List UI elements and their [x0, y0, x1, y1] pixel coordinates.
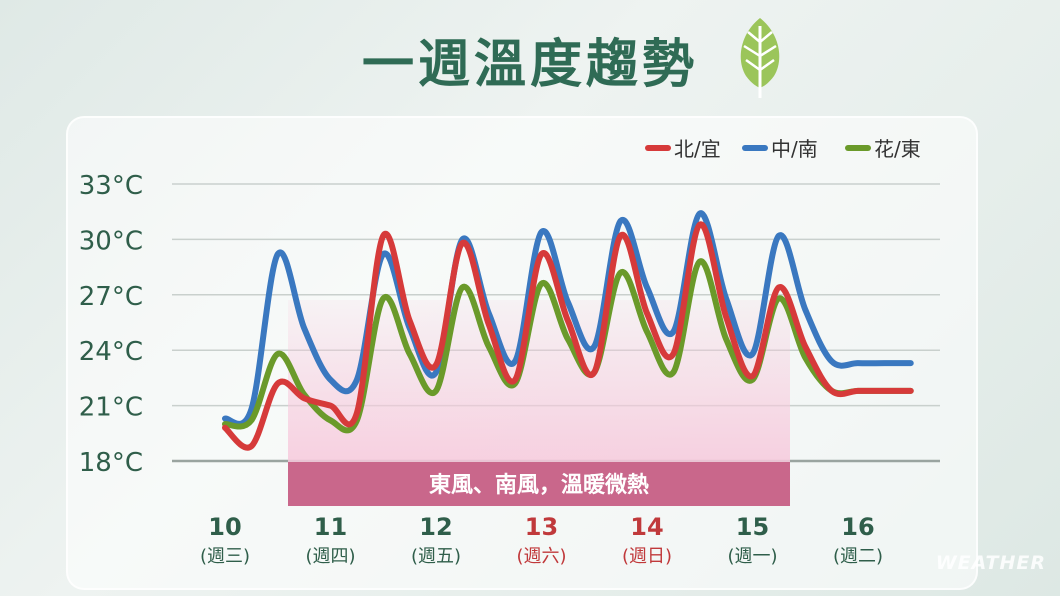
x-tick-weekday: (週日)	[622, 546, 672, 567]
legend-label: 中/南	[771, 137, 818, 161]
x-tick-weekday: (週四)	[305, 546, 355, 567]
y-tick-label: 24°C	[79, 337, 143, 367]
x-tick-weekday: (週五)	[411, 546, 461, 567]
legend-label: 北/宜	[674, 137, 721, 161]
x-tick-weekday: (週二)	[833, 546, 883, 567]
y-tick-label: 33°C	[79, 171, 143, 201]
y-tick-label: 27°C	[79, 282, 143, 312]
y-tick-label: 30°C	[79, 226, 143, 256]
y-tick-label: 18°C	[79, 448, 143, 478]
x-tick-date: 11	[314, 513, 347, 541]
page-title: 一週溫度趨勢	[361, 35, 698, 95]
x-tick-weekday: (週三)	[200, 546, 250, 567]
y-tick-label: 21°C	[79, 393, 143, 423]
x-tick-date: 16	[841, 513, 874, 541]
series-line-north	[222, 221, 914, 451]
leaf-icon	[740, 18, 780, 98]
x-tick-weekday: (週一)	[727, 546, 777, 567]
watermark: WEATHER	[935, 552, 1046, 574]
x-tick-date: 10	[208, 513, 241, 541]
x-tick-date: 13	[525, 513, 558, 541]
legend-label: 花/東	[874, 137, 921, 161]
x-tick-date: 15	[736, 513, 769, 541]
annotation-label: 東風、南風，溫暖微熱	[429, 472, 649, 498]
series-line-east	[222, 258, 914, 434]
annotation-banner	[288, 462, 790, 506]
x-tick-date: 12	[419, 513, 452, 541]
x-tick-date: 14	[630, 513, 663, 541]
series-line-central	[222, 210, 914, 427]
x-tick-weekday: (週六)	[516, 546, 566, 567]
